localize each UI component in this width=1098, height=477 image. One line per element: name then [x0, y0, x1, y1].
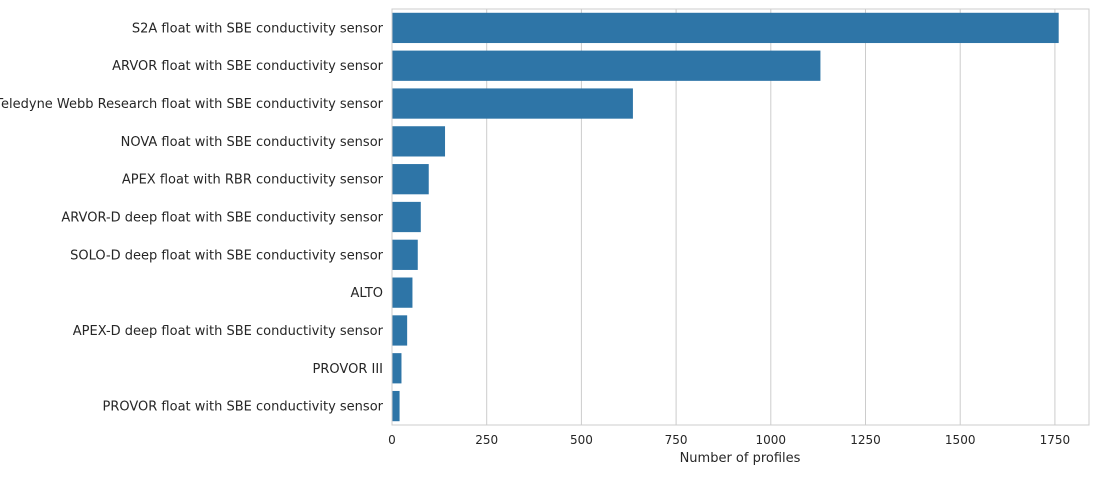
x-tick-labels: 0 250 500 750 1000 1250 1500 1750	[388, 433, 1070, 447]
bar	[392, 201, 421, 233]
bar	[392, 239, 418, 270]
category-label: S2A float with SBE conductivity sensor	[132, 21, 384, 36]
x-tick-label: 750	[665, 433, 688, 447]
category-label: APEX float with RBR conductivity sensor	[122, 173, 384, 188]
x-tick-label: 1750	[1040, 433, 1071, 447]
category-label: ARVOR float with SBE conductivity sensor	[112, 59, 383, 74]
bar	[392, 315, 408, 346]
category-label: ARVOR-D deep float with SBE conductivity…	[61, 211, 383, 226]
category-label: APEX-D deep float with SBE conductivity …	[73, 324, 384, 339]
category-label: PROVOR float with SBE conductivity senso…	[102, 400, 383, 415]
category-label: PROVOR III	[313, 362, 383, 377]
x-tick-label: 1000	[756, 433, 787, 447]
x-axis-title: Number of profiles	[680, 451, 801, 466]
x-tick-label: 0	[388, 433, 396, 447]
category-label: SOLO-D deep float with SBE conductivity …	[70, 248, 384, 263]
x-tick-label: 250	[475, 433, 498, 447]
bars	[392, 12, 1059, 422]
category-label: NOVA float with SBE conductivity sensor	[121, 135, 384, 150]
x-tick-label: 1500	[945, 433, 976, 447]
bar	[392, 277, 413, 308]
category-label: ALTO	[350, 286, 383, 301]
x-tick-label: 1250	[850, 433, 881, 447]
category-label: Teledyne Webb Research float with SBE co…	[0, 97, 384, 112]
plot-frame	[391, 8, 1090, 426]
bar	[392, 390, 400, 422]
bar	[392, 50, 821, 81]
bar	[392, 12, 1059, 44]
plot-border	[391, 8, 1090, 426]
bar	[392, 126, 446, 157]
bar	[392, 164, 429, 195]
x-tick-label: 500	[570, 433, 593, 447]
category-labels: S2A float with SBE conductivity sensor AR…	[0, 21, 384, 414]
bar	[392, 353, 402, 384]
bar	[392, 88, 633, 119]
